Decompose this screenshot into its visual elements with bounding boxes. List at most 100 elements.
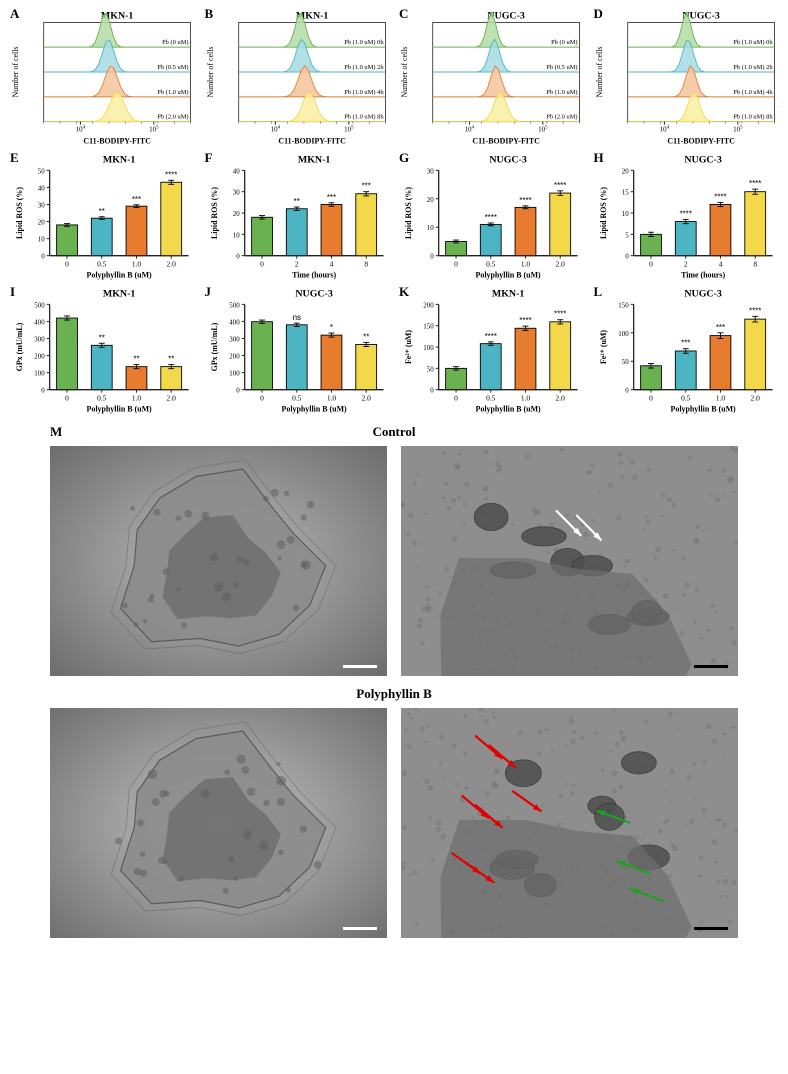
svg-text:100: 100 bbox=[229, 370, 240, 378]
svg-text:1.0: 1.0 bbox=[132, 394, 142, 403]
svg-text:0: 0 bbox=[649, 260, 653, 269]
bar-panel-H: HNUGC-3051015200****2****4****8Lipid ROS… bbox=[592, 150, 781, 280]
svg-text:Polyphyllin B (uM): Polyphyllin B (uM) bbox=[476, 405, 542, 414]
svg-text:Polyphyllin B (uM): Polyphyllin B (uM) bbox=[87, 405, 153, 414]
svg-text:0.5: 0.5 bbox=[486, 260, 496, 269]
svg-text:0: 0 bbox=[454, 260, 458, 269]
svg-text:105: 105 bbox=[149, 126, 159, 134]
tem-image bbox=[401, 446, 738, 676]
svg-text:105: 105 bbox=[344, 126, 354, 134]
svg-text:2.0: 2.0 bbox=[167, 260, 177, 269]
svg-text:C11-BODIPY-FITC: C11-BODIPY-FITC bbox=[278, 136, 346, 145]
bar-panel-K: KMKN-10501001502000****0.5****1.0****2.0… bbox=[397, 284, 586, 414]
svg-text:****: **** bbox=[485, 213, 497, 222]
svg-text:Pb (1.0 uM) 4h: Pb (1.0 uM) 4h bbox=[733, 89, 773, 96]
svg-text:0.5: 0.5 bbox=[97, 260, 107, 269]
svg-text:150: 150 bbox=[618, 301, 629, 309]
svg-text:0.5: 0.5 bbox=[681, 394, 691, 403]
svg-text:Number of cells: Number of cells bbox=[400, 47, 409, 98]
svg-text:ns: ns bbox=[292, 313, 300, 322]
svg-text:1.0: 1.0 bbox=[521, 394, 531, 403]
svg-text:Time (hours): Time (hours) bbox=[292, 271, 336, 280]
panel-letter: M bbox=[50, 424, 62, 440]
svg-text:Pb (0.5 uM): Pb (0.5 uM) bbox=[546, 64, 577, 71]
svg-text:Pb (0.5 uM): Pb (0.5 uM) bbox=[157, 64, 188, 71]
svg-text:0: 0 bbox=[41, 253, 45, 261]
tem-row bbox=[50, 708, 738, 938]
svg-text:Pb (1.0 uM) 8h: Pb (1.0 uM) 8h bbox=[344, 114, 384, 121]
svg-text:1.0: 1.0 bbox=[715, 394, 725, 403]
svg-text:****: **** bbox=[749, 179, 761, 188]
svg-text:50: 50 bbox=[621, 358, 628, 366]
svg-text:MKN-1: MKN-1 bbox=[103, 288, 136, 299]
svg-text:300: 300 bbox=[229, 335, 240, 343]
svg-text:Pb (1.0 uM) 0h: Pb (1.0 uM) 0h bbox=[344, 39, 384, 46]
flow-panel-C: CNUGC-3Number of cellsPb (0 uM)Pb (0.5 u… bbox=[397, 6, 586, 146]
svg-text:Polyphyllin B (uM): Polyphyllin B (uM) bbox=[476, 271, 542, 280]
svg-text:20: 20 bbox=[427, 196, 434, 204]
svg-text:0: 0 bbox=[236, 387, 240, 395]
svg-text:1.0: 1.0 bbox=[326, 394, 336, 403]
svg-text:5: 5 bbox=[625, 231, 629, 239]
svg-text:40: 40 bbox=[232, 167, 239, 175]
svg-text:10: 10 bbox=[38, 236, 45, 244]
svg-text:Pb (1.0 uM): Pb (1.0 uM) bbox=[546, 89, 577, 96]
svg-text:C11-BODIPY-FITC: C11-BODIPY-FITC bbox=[472, 136, 540, 145]
svg-text:Fe²⁺ (uM): Fe²⁺ (uM) bbox=[404, 330, 413, 364]
scale-bar bbox=[694, 927, 728, 930]
svg-text:***: *** bbox=[681, 339, 690, 348]
tem-image bbox=[50, 708, 387, 938]
svg-text:NUGC-3: NUGC-3 bbox=[684, 288, 721, 299]
svg-text:8: 8 bbox=[364, 260, 368, 269]
svg-text:Pb (1.0 uM) 4h: Pb (1.0 uM) 4h bbox=[344, 89, 384, 96]
svg-text:500: 500 bbox=[229, 301, 240, 309]
svg-text:2.0: 2.0 bbox=[167, 394, 177, 403]
svg-text:4: 4 bbox=[718, 260, 722, 269]
svg-text:Number of cells: Number of cells bbox=[11, 47, 20, 98]
svg-text:0: 0 bbox=[649, 394, 653, 403]
scale-bar bbox=[343, 927, 377, 930]
svg-text:15: 15 bbox=[621, 189, 628, 197]
svg-text:104: 104 bbox=[465, 126, 475, 134]
svg-text:****: **** bbox=[749, 306, 761, 315]
svg-text:***: *** bbox=[715, 323, 724, 332]
svg-text:104: 104 bbox=[76, 126, 86, 134]
svg-text:Pb (1.0 uM) 2h: Pb (1.0 uM) 2h bbox=[344, 64, 384, 71]
svg-text:Pb (1.0 uM) 8h: Pb (1.0 uM) 8h bbox=[733, 114, 773, 121]
svg-text:150: 150 bbox=[423, 323, 434, 331]
svg-text:0: 0 bbox=[454, 394, 458, 403]
svg-text:200: 200 bbox=[229, 353, 240, 361]
bar-panel-G: GNUGC-301020300****0.5****1.0****2.0Lipi… bbox=[397, 150, 586, 280]
svg-text:2.0: 2.0 bbox=[361, 394, 371, 403]
svg-text:****: **** bbox=[554, 310, 566, 319]
svg-text:30: 30 bbox=[38, 201, 45, 209]
svg-text:104: 104 bbox=[270, 126, 280, 134]
svg-text:***: *** bbox=[326, 193, 335, 202]
svg-text:0: 0 bbox=[65, 260, 69, 269]
tem-image bbox=[401, 708, 738, 938]
svg-text:Polyphyllin B (uM): Polyphyllin B (uM) bbox=[87, 271, 153, 280]
svg-text:0.5: 0.5 bbox=[486, 394, 496, 403]
svg-text:C11-BODIPY-FITC: C11-BODIPY-FITC bbox=[667, 136, 735, 145]
bar-panel-J: JNUGC-301002003004005000ns0.5*1.0**2.0GP… bbox=[203, 284, 392, 414]
svg-text:200: 200 bbox=[34, 353, 45, 361]
svg-text:0: 0 bbox=[65, 394, 69, 403]
svg-text:Pb (1.0 uM) 0h: Pb (1.0 uM) 0h bbox=[733, 39, 773, 46]
svg-text:****: **** bbox=[714, 192, 726, 201]
svg-text:100: 100 bbox=[423, 344, 434, 352]
svg-text:20: 20 bbox=[38, 219, 45, 227]
svg-text:**: ** bbox=[99, 207, 105, 216]
svg-text:Pb (2.0 uM): Pb (2.0 uM) bbox=[546, 114, 577, 121]
svg-text:2.0: 2.0 bbox=[750, 394, 760, 403]
svg-text:NUGC-3: NUGC-3 bbox=[489, 154, 526, 165]
svg-text:8: 8 bbox=[753, 260, 757, 269]
svg-text:Pb (1.0 uM): Pb (1.0 uM) bbox=[157, 89, 188, 96]
svg-text:2.0: 2.0 bbox=[556, 260, 566, 269]
svg-text:C11-BODIPY-FITC: C11-BODIPY-FITC bbox=[83, 136, 151, 145]
svg-text:0: 0 bbox=[430, 387, 434, 395]
svg-text:**: ** bbox=[133, 355, 139, 364]
svg-text:Pb (1.0 uM) 2h: Pb (1.0 uM) 2h bbox=[733, 64, 773, 71]
svg-text:10: 10 bbox=[232, 231, 239, 239]
svg-text:0: 0 bbox=[41, 387, 45, 395]
svg-text:**: ** bbox=[99, 333, 105, 342]
